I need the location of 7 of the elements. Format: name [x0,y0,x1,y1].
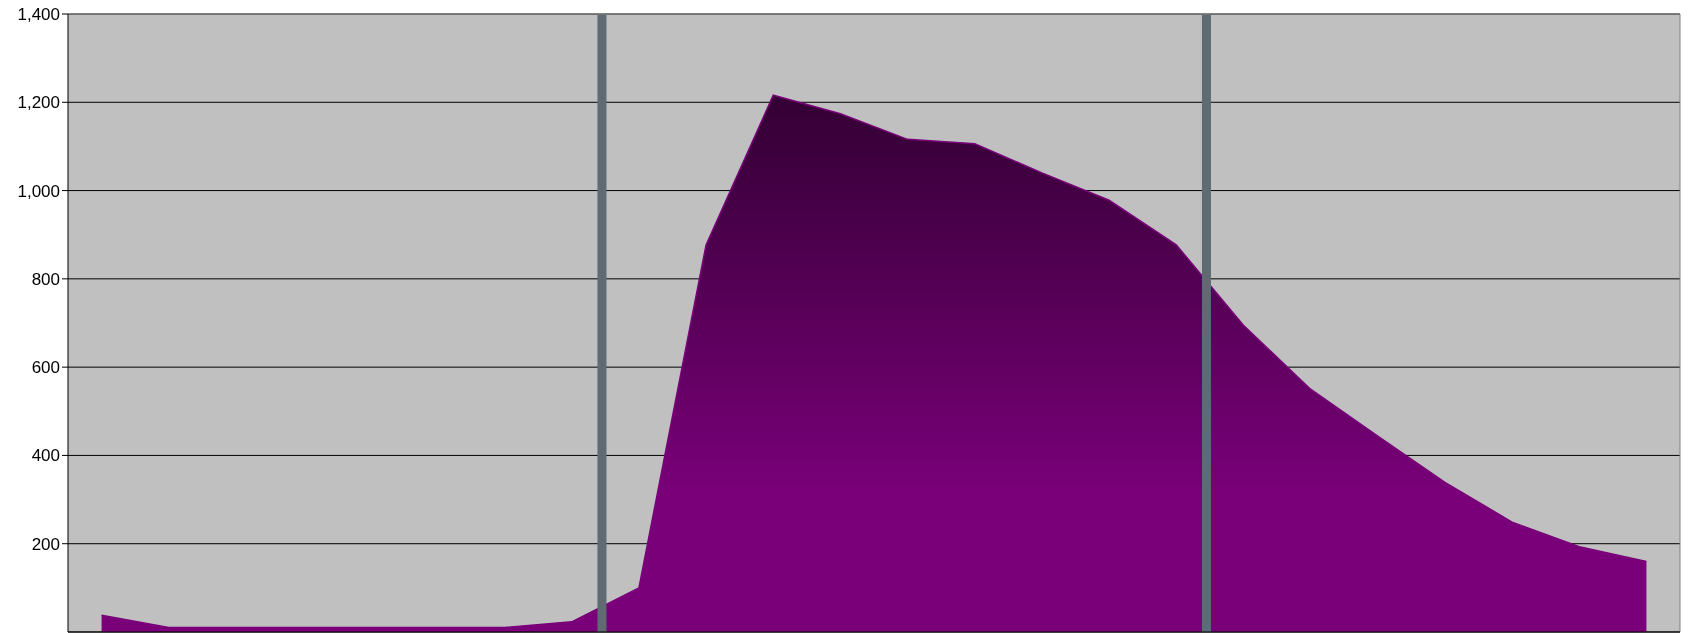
y-tick-label: 1,000 [17,181,60,201]
y-tick-label: 1,400 [17,5,60,25]
y-tick-label: 800 [31,269,60,289]
y-tick-label: 1,200 [17,93,60,113]
y-tick-label: 600 [31,358,60,378]
y-tick-label: 200 [31,534,60,554]
y-tick-label: 400 [31,446,60,466]
